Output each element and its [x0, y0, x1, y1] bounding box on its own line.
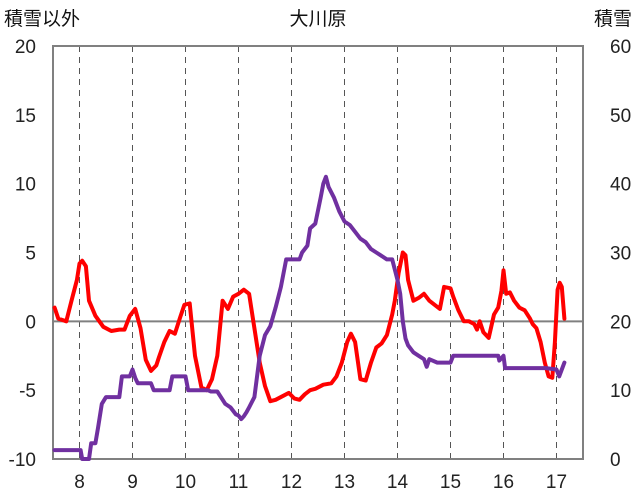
left-tick-label: 10: [15, 175, 36, 196]
left-tick-label: 20: [15, 37, 36, 58]
plot-frame: [52, 45, 584, 460]
left-axis-label: 積雪以外: [4, 9, 81, 30]
x-tick-label: 12: [281, 472, 302, 493]
right-tick-label: 40: [610, 175, 631, 196]
left-tick-label: -5: [19, 381, 36, 402]
chart-title: 大川原: [289, 9, 347, 30]
x-tick-label: 10: [175, 472, 196, 493]
x-tick-label: 16: [493, 472, 514, 493]
right-tick-label: 10: [610, 381, 631, 402]
series-line-purple: [52, 174, 567, 461]
left-tick-label: 5: [25, 244, 36, 265]
right-tick-label: 30: [610, 244, 631, 265]
x-tick-label: 14: [387, 472, 409, 493]
left-tick-label: -10: [9, 450, 36, 471]
x-tick-label: 13: [334, 472, 355, 493]
x-tick-label: 11: [229, 472, 249, 493]
x-tick-label: 17: [546, 472, 567, 493]
right-tick-label: 50: [610, 106, 631, 127]
left-tick-label: 15: [15, 106, 36, 127]
right-tick-label: 20: [610, 312, 631, 333]
x-tick-label: 9: [127, 472, 138, 493]
right-tick-label: 60: [610, 37, 631, 58]
left-tick-label: 0: [25, 312, 36, 333]
series-line-red: [52, 250, 567, 404]
x-tick-label: 8: [74, 472, 85, 493]
right-tick-label: 0: [610, 450, 621, 471]
x-tick-label: 15: [440, 472, 461, 493]
right-axis-label: 積雪: [593, 9, 632, 30]
